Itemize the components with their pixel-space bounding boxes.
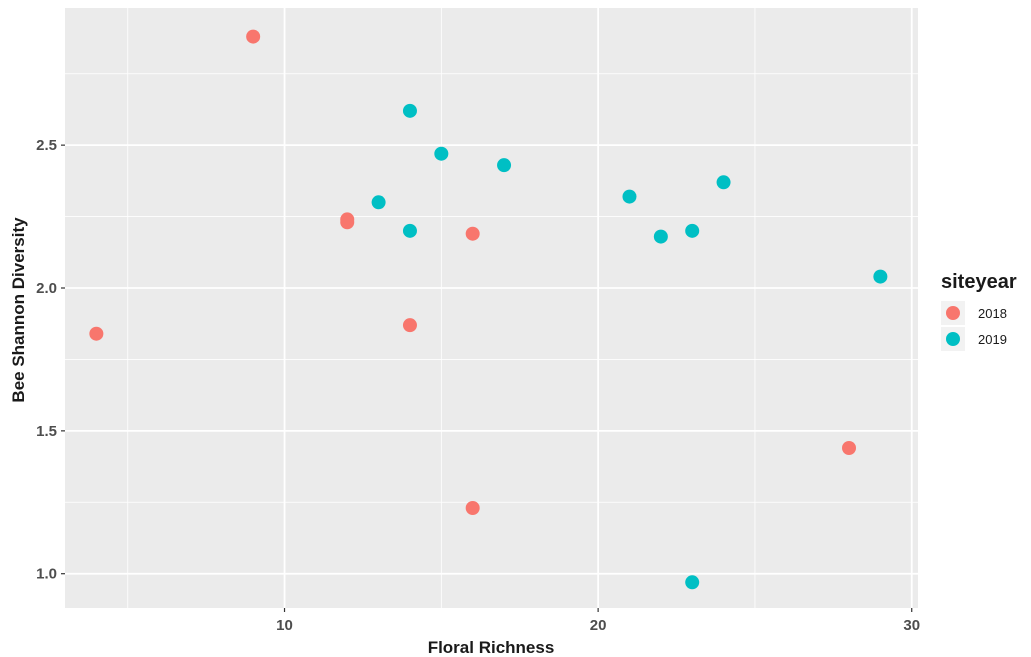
y-tick-label: 2.0 [36,280,57,297]
y-tick-label: 1.5 [36,423,57,440]
point-2019 [685,575,700,590]
y-tick-label: 2.5 [36,137,57,154]
point-2019 [371,195,386,210]
legend-label-2019: 2019 [978,332,1007,347]
data-points [89,29,888,590]
major-gridlines [65,8,918,608]
x-tick-label: 10 [276,617,293,634]
point-2018 [89,326,104,341]
point-2019 [402,103,417,118]
minor-gridlines [65,8,918,608]
point-2019 [622,189,637,204]
point-2018 [842,441,857,455]
legend-title: siteyear [941,271,1017,293]
point-2019 [434,146,449,161]
x-axis-ticks: 10 20 30 [276,608,920,634]
point-2018 [465,501,480,515]
plot-panel [65,8,918,608]
point-2019 [497,158,512,173]
point-2018 [402,318,417,333]
legend-key-2019 [946,332,960,346]
y-axis-ticks: 1.0 1.5 2.0 2.5 [36,137,65,583]
point-2019 [716,175,731,190]
x-tick-label: 30 [903,617,920,634]
y-tick-label: 1.0 [36,566,57,583]
x-axis-title: Floral Richness [428,638,555,657]
point-2018 [465,226,480,241]
point-2018 [340,215,355,230]
y-axis-title: Bee Shannon Diversity [9,217,28,403]
legend-label-2018: 2018 [978,306,1007,321]
x-tick-label: 20 [590,617,607,634]
point-2018 [246,29,261,44]
point-2019 [873,269,888,284]
legend-keys: 2018 2019 [941,301,1007,351]
legend-key-2018 [946,306,960,320]
point-2019 [402,223,417,238]
point-2019 [653,229,668,244]
point-2019 [685,223,700,238]
